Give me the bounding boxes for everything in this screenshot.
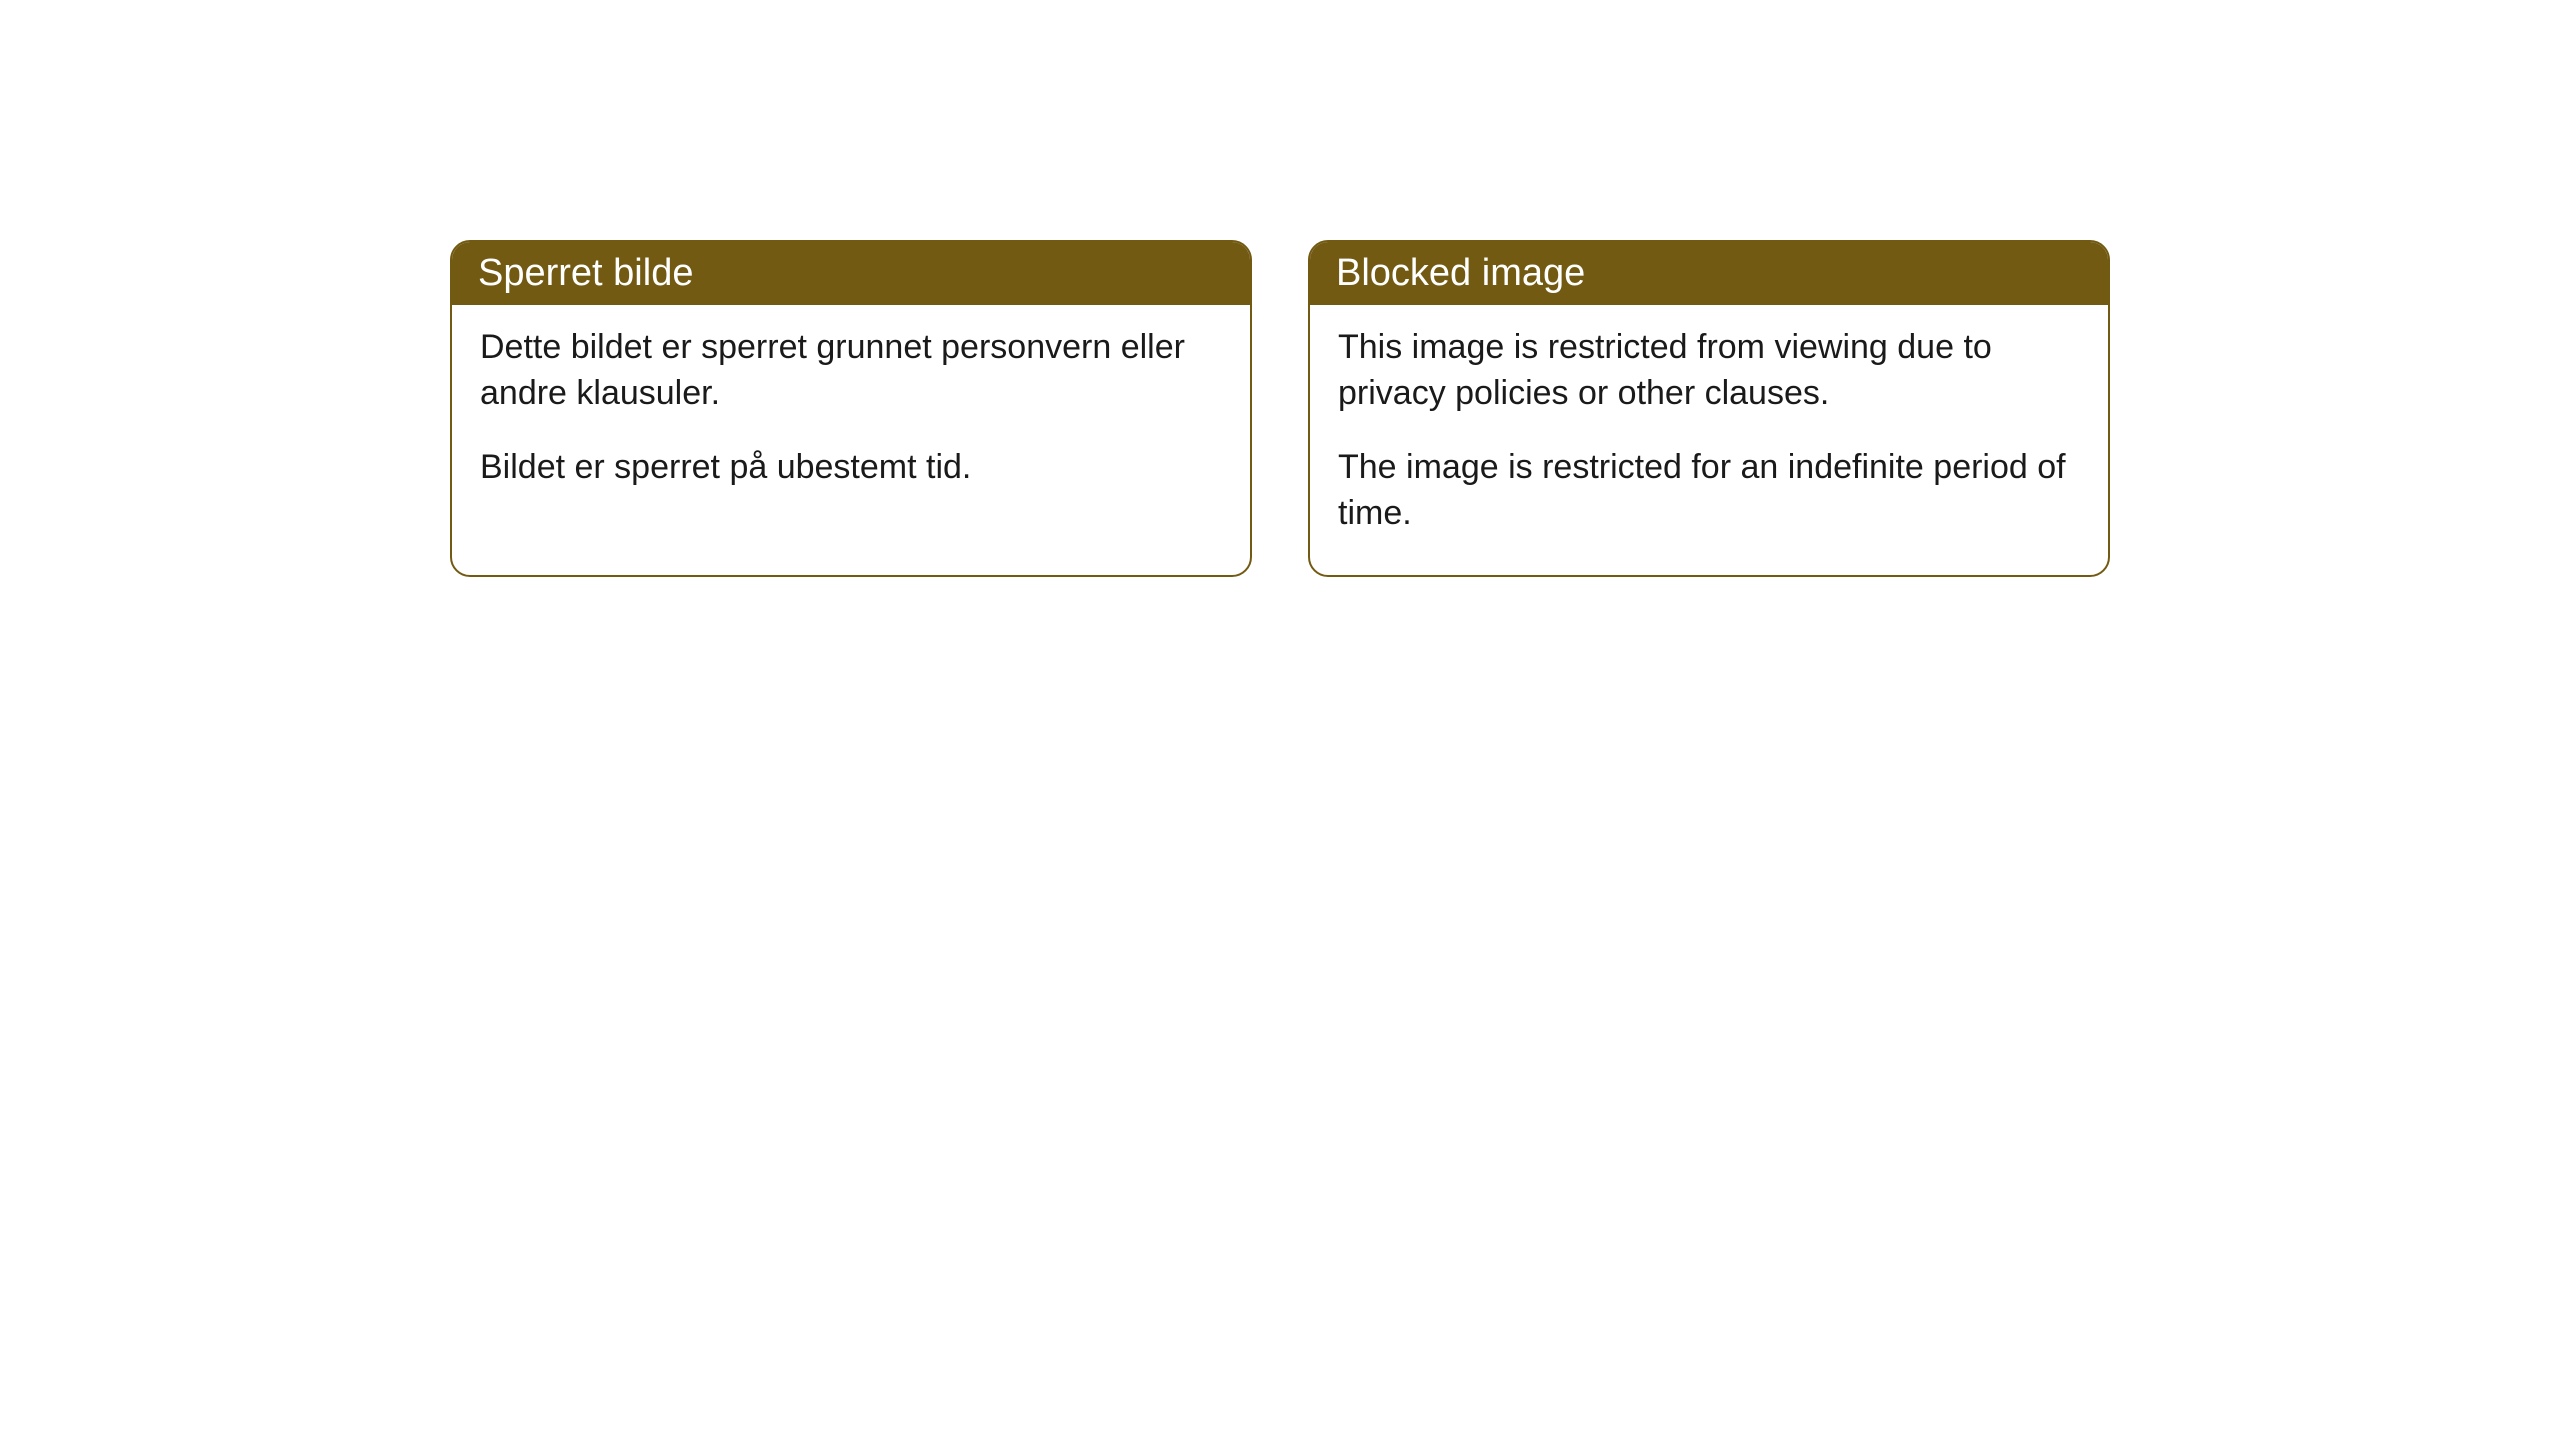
card-paragraph: The image is restricted for an indefinit… xyxy=(1338,445,2080,537)
card-title: Sperret bilde xyxy=(478,252,693,294)
card-body: Dette bildet er sperret grunnet personve… xyxy=(452,305,1250,529)
notice-card-norwegian: Sperret bilde Dette bildet er sperret gr… xyxy=(450,240,1252,577)
notice-card-english: Blocked image This image is restricted f… xyxy=(1308,240,2110,577)
card-body: This image is restricted from viewing du… xyxy=(1310,305,2108,575)
card-title: Blocked image xyxy=(1336,252,1585,294)
notice-container: Sperret bilde Dette bildet er sperret gr… xyxy=(450,240,2110,577)
card-paragraph: This image is restricted from viewing du… xyxy=(1338,325,2080,417)
card-header: Blocked image xyxy=(1310,242,2108,305)
card-header: Sperret bilde xyxy=(452,242,1250,305)
card-paragraph: Dette bildet er sperret grunnet personve… xyxy=(480,325,1222,417)
card-paragraph: Bildet er sperret på ubestemt tid. xyxy=(480,445,1222,491)
